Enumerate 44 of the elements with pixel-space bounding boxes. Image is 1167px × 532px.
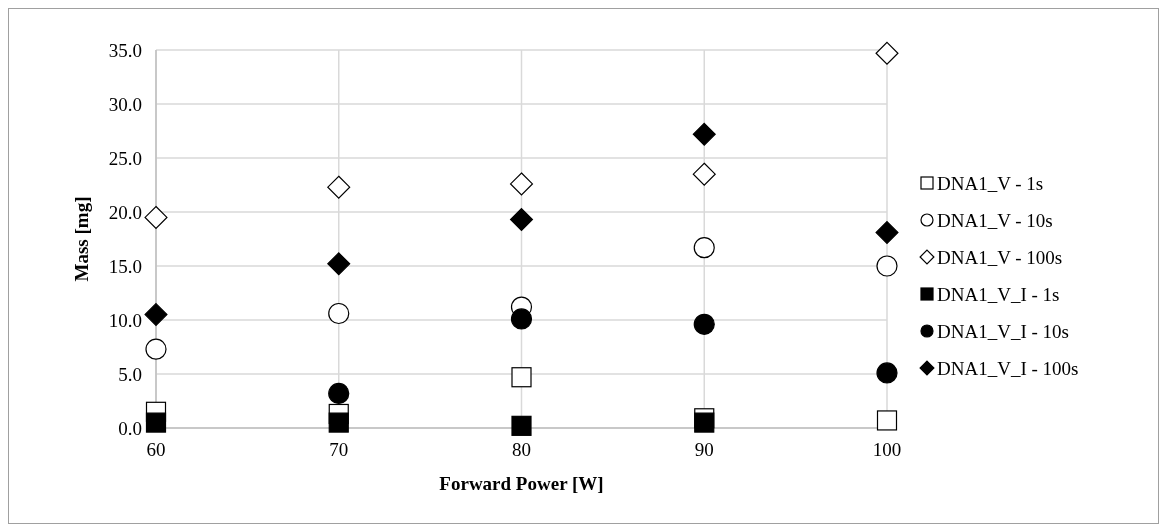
point — [145, 412, 167, 433]
y-axis-title: Mass [mg] — [71, 196, 92, 282]
point — [328, 382, 350, 405]
point — [144, 205, 168, 229]
point — [509, 172, 534, 196]
x-tick-label: 60 — [146, 439, 166, 460]
x-axis-title: Forward Power [W] — [439, 473, 604, 494]
legend-label: DNA1_V - 10s — [937, 209, 1053, 231]
x-tick-label: 80 — [512, 439, 531, 460]
point — [327, 252, 351, 276]
point — [693, 313, 715, 335]
point — [510, 308, 533, 330]
y-tick-label: 30.0 — [108, 93, 142, 115]
x-tick-label: 100 — [872, 439, 902, 460]
x-tick-label: 90 — [694, 439, 714, 460]
point — [144, 303, 168, 327]
point — [693, 237, 715, 259]
y-tick-label: 5.0 — [118, 363, 142, 385]
point — [876, 362, 898, 384]
point — [875, 41, 899, 65]
point — [511, 415, 532, 436]
point — [692, 162, 716, 186]
point — [876, 410, 898, 431]
legend-label: DNA1_V - 100s — [937, 246, 1063, 268]
point — [327, 175, 351, 199]
legend-label: DNA1_V_I - 10s — [937, 320, 1069, 342]
y-tick-label: 20.0 — [108, 201, 142, 223]
legend-label: DNA1_V_I - 100s — [937, 357, 1079, 379]
legend-label: DNA1_V - 1s — [937, 172, 1044, 194]
y-tick-label: 35.0 — [108, 39, 142, 61]
point — [875, 220, 899, 245]
x-tick-label: 70 — [329, 439, 349, 460]
point — [692, 122, 716, 146]
point — [328, 412, 349, 433]
y-tick-label: 25.0 — [108, 147, 142, 169]
point — [328, 302, 350, 325]
point — [876, 255, 898, 277]
y-tick-label: 15.0 — [108, 255, 142, 277]
y-tick-label: 10.0 — [108, 309, 142, 331]
legend-label: DNA1_V_I - 1s — [937, 283, 1060, 305]
point — [145, 338, 167, 360]
y-tick-label: 0.0 — [118, 417, 142, 439]
point — [509, 208, 534, 232]
point — [511, 367, 532, 388]
